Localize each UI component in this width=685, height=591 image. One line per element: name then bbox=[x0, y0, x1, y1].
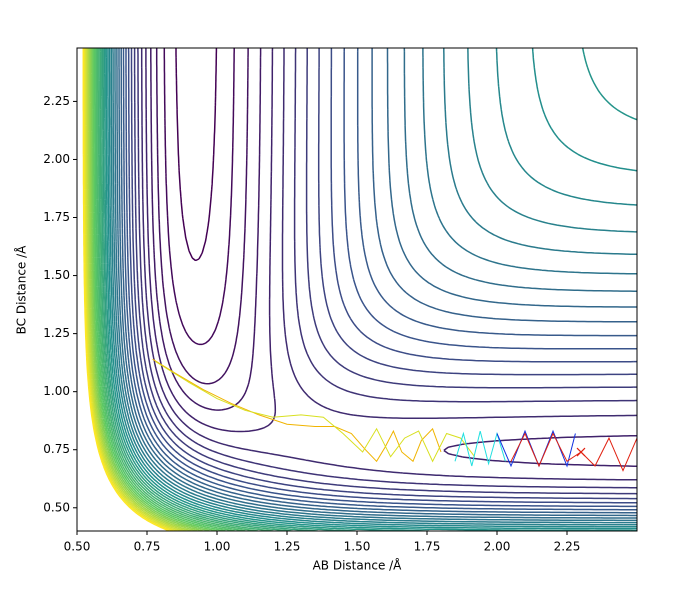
contour-line bbox=[130, 48, 637, 500]
contour-line bbox=[112, 48, 637, 524]
y-tick-label: 2.00 bbox=[43, 152, 70, 166]
contour-line bbox=[137, 48, 637, 489]
contour-line bbox=[95, 48, 246, 531]
contour-line bbox=[96, 48, 259, 531]
contour-line bbox=[127, 48, 637, 504]
contour-line bbox=[114, 48, 637, 522]
contour-line bbox=[175, 48, 218, 262]
x-tick-label: 2.00 bbox=[484, 540, 511, 554]
contour-line bbox=[101, 48, 318, 531]
trajectory bbox=[155, 361, 475, 463]
contour-line bbox=[92, 48, 218, 531]
contour-line bbox=[102, 48, 356, 531]
y-tick-label: 1.25 bbox=[43, 326, 70, 340]
y-tick-label: 2.25 bbox=[43, 94, 70, 108]
contour-line bbox=[89, 48, 204, 531]
x-tick-label: 1.25 bbox=[274, 540, 301, 554]
contour-line bbox=[125, 48, 637, 508]
contour-line bbox=[120, 48, 637, 514]
contour-line bbox=[82, 48, 171, 531]
contour-line bbox=[88, 48, 198, 531]
trajectory bbox=[152, 358, 442, 463]
contour-line bbox=[87, 48, 193, 531]
trajectory bbox=[510, 432, 637, 472]
contour-line bbox=[85, 48, 183, 531]
contour-line bbox=[94, 48, 236, 531]
contour-layer bbox=[82, 48, 637, 531]
x-axis-label: AB Distance /Å bbox=[313, 558, 403, 573]
trajectory-layer bbox=[152, 358, 637, 472]
x-tick-label: 1.75 bbox=[414, 540, 441, 554]
y-tick-label: 0.50 bbox=[43, 500, 70, 514]
contour-line bbox=[105, 48, 637, 531]
x-tick-label: 2.25 bbox=[554, 540, 581, 554]
contour-line bbox=[122, 48, 637, 511]
contour-line bbox=[140, 48, 637, 481]
contour-line bbox=[108, 48, 637, 528]
y-tick-label: 1.75 bbox=[43, 210, 70, 224]
contour-line bbox=[110, 48, 637, 526]
x-tick-label: 1.00 bbox=[204, 540, 231, 554]
contour-line bbox=[90, 48, 211, 531]
contour-line bbox=[99, 48, 293, 531]
contour-line bbox=[163, 48, 235, 346]
contour-line bbox=[84, 48, 179, 531]
x-tick-label: 1.50 bbox=[344, 540, 371, 554]
contour-line bbox=[103, 48, 430, 531]
trajectory bbox=[496, 429, 576, 468]
y-tick-label: 1.00 bbox=[43, 384, 70, 398]
y-tick-label: 1.50 bbox=[43, 268, 70, 282]
contour-line bbox=[133, 48, 637, 495]
contour-line bbox=[107, 48, 637, 530]
x-tick-label: 0.50 bbox=[64, 540, 91, 554]
contour-line bbox=[118, 48, 637, 517]
contour-line bbox=[86, 48, 188, 531]
contour-line bbox=[145, 48, 637, 467]
x-tick-label: 0.75 bbox=[134, 540, 161, 554]
contour-line bbox=[150, 48, 262, 411]
contour-line bbox=[93, 48, 226, 531]
contour-line bbox=[116, 48, 637, 519]
contour-line bbox=[155, 48, 249, 385]
y-tick-label: 0.75 bbox=[43, 442, 70, 456]
contour-line bbox=[98, 48, 274, 531]
y-axis-label: BC Distance /Å bbox=[14, 245, 29, 335]
end-marker bbox=[576, 447, 586, 457]
contour-line bbox=[83, 48, 174, 531]
